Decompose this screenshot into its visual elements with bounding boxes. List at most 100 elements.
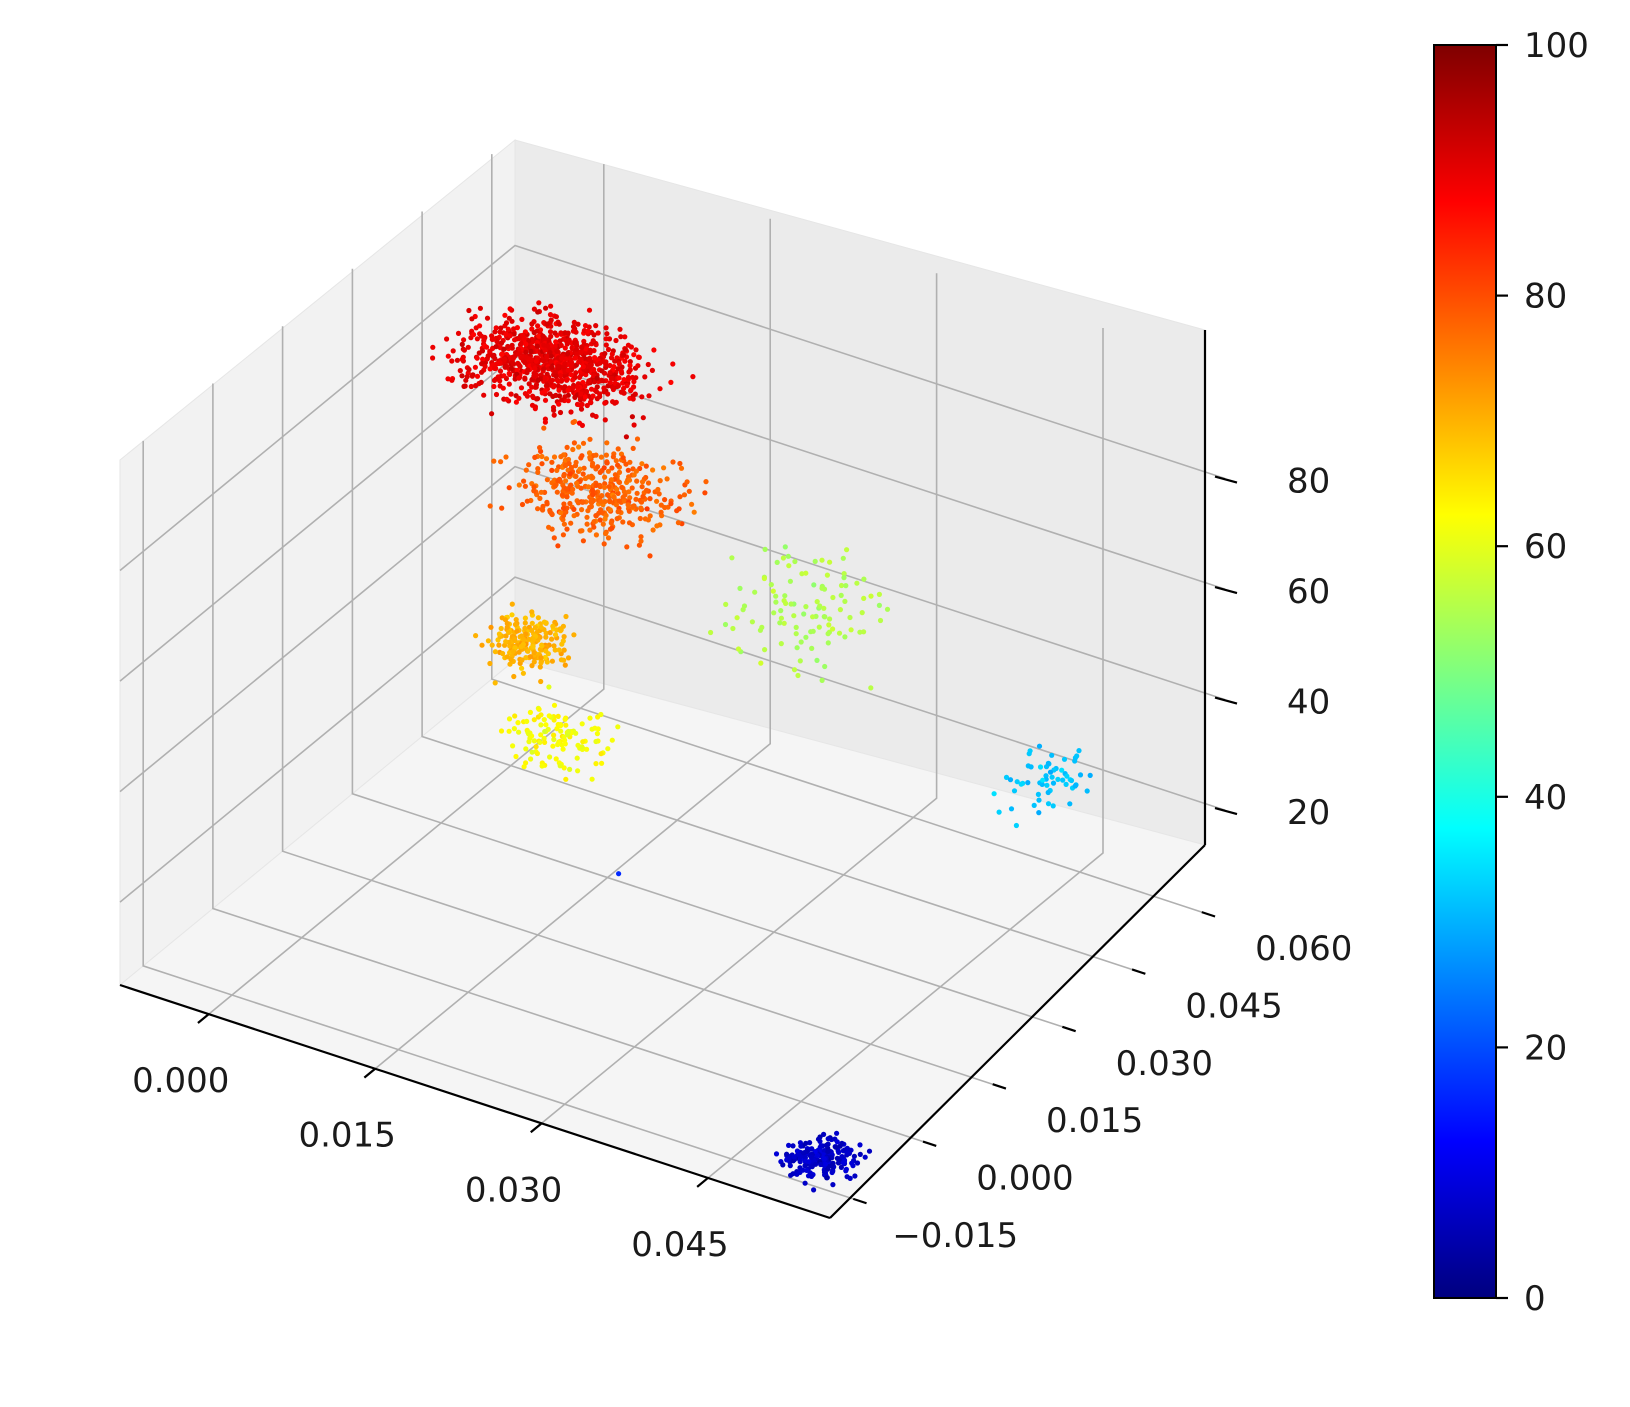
- data-point: [580, 499, 586, 505]
- grid-lines: [119, 154, 1226, 1200]
- data-point: [523, 760, 529, 766]
- data-point: [576, 374, 583, 380]
- data-point: [542, 728, 548, 735]
- data-point: [539, 453, 545, 460]
- data-point: [815, 1136, 822, 1142]
- data-point: [604, 440, 610, 446]
- data-point: [615, 509, 621, 515]
- data-point: [500, 385, 506, 391]
- data-point: [591, 524, 597, 530]
- data-point: [487, 366, 493, 372]
- data-point: [1036, 810, 1042, 816]
- data-point: [550, 393, 556, 399]
- data-point: [818, 1161, 824, 1168]
- data-point: [616, 871, 622, 877]
- data-point: [607, 362, 613, 369]
- data-point: [777, 620, 783, 626]
- data-point: [799, 571, 805, 577]
- data-point: [645, 480, 652, 486]
- data-point: [538, 712, 544, 718]
- data-point: [526, 462, 532, 468]
- data-point: [585, 484, 592, 490]
- data-point: [502, 356, 508, 363]
- data-point: [723, 601, 729, 608]
- data-point: [523, 655, 529, 661]
- data-point: [543, 630, 549, 636]
- data-point: [510, 326, 517, 332]
- data-point: [552, 632, 559, 638]
- data-point: [570, 446, 576, 453]
- data-point: [604, 460, 610, 466]
- data-point: [650, 527, 656, 533]
- data-point: [530, 643, 536, 650]
- data-point: [528, 756, 534, 762]
- z-tick: [1214, 807, 1238, 816]
- data-point: [818, 1143, 824, 1149]
- data-point: [565, 367, 571, 373]
- data-point: [538, 732, 544, 738]
- data-point: [833, 1144, 839, 1150]
- data-point: [1008, 806, 1015, 812]
- data-point: [1031, 802, 1037, 809]
- data-point: [466, 366, 472, 373]
- data-point: [786, 1142, 792, 1148]
- data-point: [866, 1148, 873, 1154]
- data-point: [550, 623, 556, 629]
- data-point: [630, 445, 636, 451]
- data-point: [640, 493, 646, 500]
- data-point: [511, 331, 517, 337]
- data-point: [606, 484, 612, 490]
- data-point: [868, 593, 874, 599]
- data-point: [525, 648, 531, 654]
- data-point: [782, 544, 788, 550]
- data-point: [762, 647, 768, 653]
- data-point: [506, 370, 512, 377]
- data-point: [616, 498, 623, 504]
- data-point: [616, 361, 622, 367]
- data-point: [638, 505, 644, 511]
- data-point: [544, 353, 550, 359]
- data-point: [496, 642, 502, 648]
- data-point: [822, 1161, 828, 1167]
- data-point: [540, 333, 546, 339]
- data-point: [1014, 779, 1020, 785]
- data-point: [570, 419, 576, 425]
- data-point: [561, 365, 567, 371]
- data-point: [560, 505, 567, 511]
- data-point: [560, 517, 566, 523]
- data-point: [605, 535, 612, 541]
- data-point: [566, 337, 572, 343]
- data-point: [830, 1168, 836, 1174]
- data-point: [534, 629, 541, 635]
- axis-lines: [119, 330, 1207, 1220]
- data-point: [554, 348, 560, 354]
- grid-line-y: [490, 154, 1203, 913]
- data-point: [461, 383, 467, 389]
- data-point: [552, 619, 558, 626]
- data-point: [524, 718, 530, 725]
- data-point: [703, 479, 709, 485]
- data-point: [552, 330, 558, 336]
- y-tick-label: 0.045: [1185, 986, 1282, 1026]
- data-point: [801, 1150, 808, 1156]
- data-point: [558, 342, 564, 348]
- data-point: [691, 509, 697, 515]
- data-point: [788, 601, 794, 607]
- data-point: [535, 466, 541, 472]
- data-point: [505, 326, 511, 332]
- data-point: [1049, 774, 1055, 780]
- colorbar-tick-label: 40: [1524, 778, 1567, 818]
- data-point: [621, 498, 627, 504]
- data-point: [627, 495, 633, 501]
- data-point: [591, 332, 597, 338]
- data-point: [502, 363, 508, 370]
- data-point: [623, 461, 629, 467]
- data-point: [629, 414, 636, 420]
- colorbar-tick-label: 60: [1524, 527, 1567, 567]
- data-point: [630, 396, 636, 402]
- data-point: [532, 624, 539, 631]
- data-point: [498, 325, 504, 331]
- data-point: [474, 336, 480, 342]
- data-point: [549, 467, 555, 473]
